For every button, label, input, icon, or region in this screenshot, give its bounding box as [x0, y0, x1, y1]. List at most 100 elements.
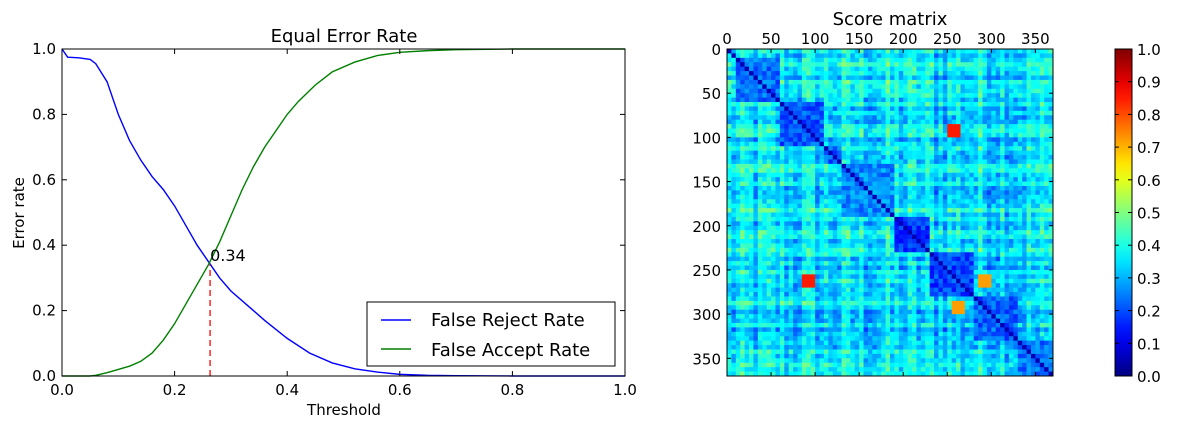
heatmap-cell [740, 53, 746, 59]
heatmap-cell [823, 203, 829, 209]
heatmap-cell [1039, 225, 1045, 231]
heatmap-cell [938, 322, 944, 328]
heatmap-cell [920, 115, 926, 121]
heatmap-cell [753, 239, 759, 244]
heatmap-cell [1048, 163, 1054, 169]
heatmap-cell [934, 185, 939, 191]
heatmap-cell [956, 314, 961, 319]
heatmap-cell [744, 168, 750, 174]
heatmap-cell [1000, 57, 1005, 63]
heatmap-cell [872, 168, 878, 174]
heatmap-cell [815, 62, 820, 68]
heatmap-cell [837, 71, 842, 76]
heatmap-cell [727, 274, 732, 280]
heatmap-cell [934, 102, 939, 107]
heatmap-cell [867, 336, 873, 342]
heatmap-cell [991, 163, 997, 169]
heatmap-cell [744, 243, 750, 249]
heatmap-cell [898, 225, 904, 231]
heatmap-cell [942, 247, 948, 253]
heatmap-cell [735, 159, 741, 165]
heatmap-cell [894, 115, 900, 121]
heatmap-cell [991, 208, 997, 213]
heatmap-cell [753, 234, 759, 240]
heatmap-cell [916, 53, 922, 59]
heatmap-cell [749, 261, 754, 266]
heatmap-cell [1026, 66, 1032, 72]
heatmap-cell [1017, 194, 1023, 200]
heatmap-cell [942, 216, 948, 222]
heatmap-cell [801, 163, 807, 169]
heatmap-cell [749, 239, 754, 244]
heatmap-cell [766, 181, 772, 187]
heatmap-cell [991, 115, 997, 121]
heatmap-cell [881, 322, 886, 328]
heatmap-cell [757, 287, 763, 293]
heatmap-cell [806, 141, 812, 147]
heatmap-cell [854, 309, 860, 315]
heatmap-cell [749, 172, 754, 178]
heatmap-cell [1000, 79, 1005, 85]
heatmap-cell [784, 336, 790, 342]
heatmap-cell [859, 128, 864, 134]
heatmap-cell [938, 137, 944, 143]
heatmap-cell [982, 300, 988, 306]
heatmap-cell [832, 239, 838, 244]
heatmap-cell [1000, 278, 1005, 284]
heatmap-cell [762, 336, 768, 342]
heatmap-cell [881, 309, 886, 315]
heatmap-cell [951, 181, 957, 187]
heatmap-cell [942, 155, 948, 160]
heatmap-cell [1030, 199, 1036, 205]
heatmap-cell [801, 239, 807, 244]
heatmap-cell [854, 331, 860, 337]
heatmap-cell [1048, 62, 1054, 68]
heatmap-cell [771, 208, 776, 213]
heatmap-cell [964, 172, 970, 178]
heatmap-cell [859, 305, 864, 311]
heatmap-cell [749, 300, 754, 306]
heatmap-cell [731, 97, 737, 103]
heatmap-cell [757, 93, 763, 99]
heatmap-cell [793, 225, 798, 231]
heatmap-cell [1000, 208, 1005, 213]
heatmap-cell [854, 141, 860, 147]
heatmap-cell [863, 53, 869, 59]
heatmap-cell [1044, 225, 1049, 231]
heatmap-cell [951, 216, 957, 222]
heatmap-cell [912, 141, 917, 147]
heatmap-cell [744, 163, 750, 169]
heatmap-cell [744, 115, 750, 121]
heatmap-cell [929, 75, 935, 81]
heatmap-cell [929, 331, 935, 337]
heatmap-cell [727, 247, 732, 253]
heatmap-cell [982, 75, 988, 81]
heatmap-cell [973, 66, 979, 72]
heatmap-cell [1004, 132, 1010, 138]
heatmap-cell [832, 194, 838, 200]
heatmap-cell [859, 102, 864, 107]
heatmap-cell [960, 137, 966, 143]
heatmap-cell [947, 102, 953, 107]
heatmap-cell [797, 159, 803, 165]
heatmap-cell [876, 177, 882, 182]
heatmap-cell [749, 331, 754, 337]
heatmap-cell [779, 84, 785, 90]
heatmap-cell [978, 141, 983, 147]
heatmap-cell [934, 269, 939, 275]
heatmap-cell [1008, 194, 1014, 200]
heatmap-cell [916, 84, 922, 90]
heatmap-cell [788, 93, 794, 99]
heatmap-cell [934, 247, 939, 253]
heatmap-cell [964, 124, 970, 129]
heatmap-cell [766, 150, 772, 156]
heatmap-cell [766, 225, 772, 231]
heatmap-cell [801, 327, 807, 333]
heatmap-cell [920, 97, 926, 103]
heatmap-cell [863, 119, 869, 125]
heatmap-cell [881, 234, 886, 240]
heatmap-cell [1035, 278, 1041, 284]
heatmap-cell [973, 49, 979, 54]
heatmap-cell [1004, 79, 1010, 85]
heatmap-cell [876, 336, 882, 342]
